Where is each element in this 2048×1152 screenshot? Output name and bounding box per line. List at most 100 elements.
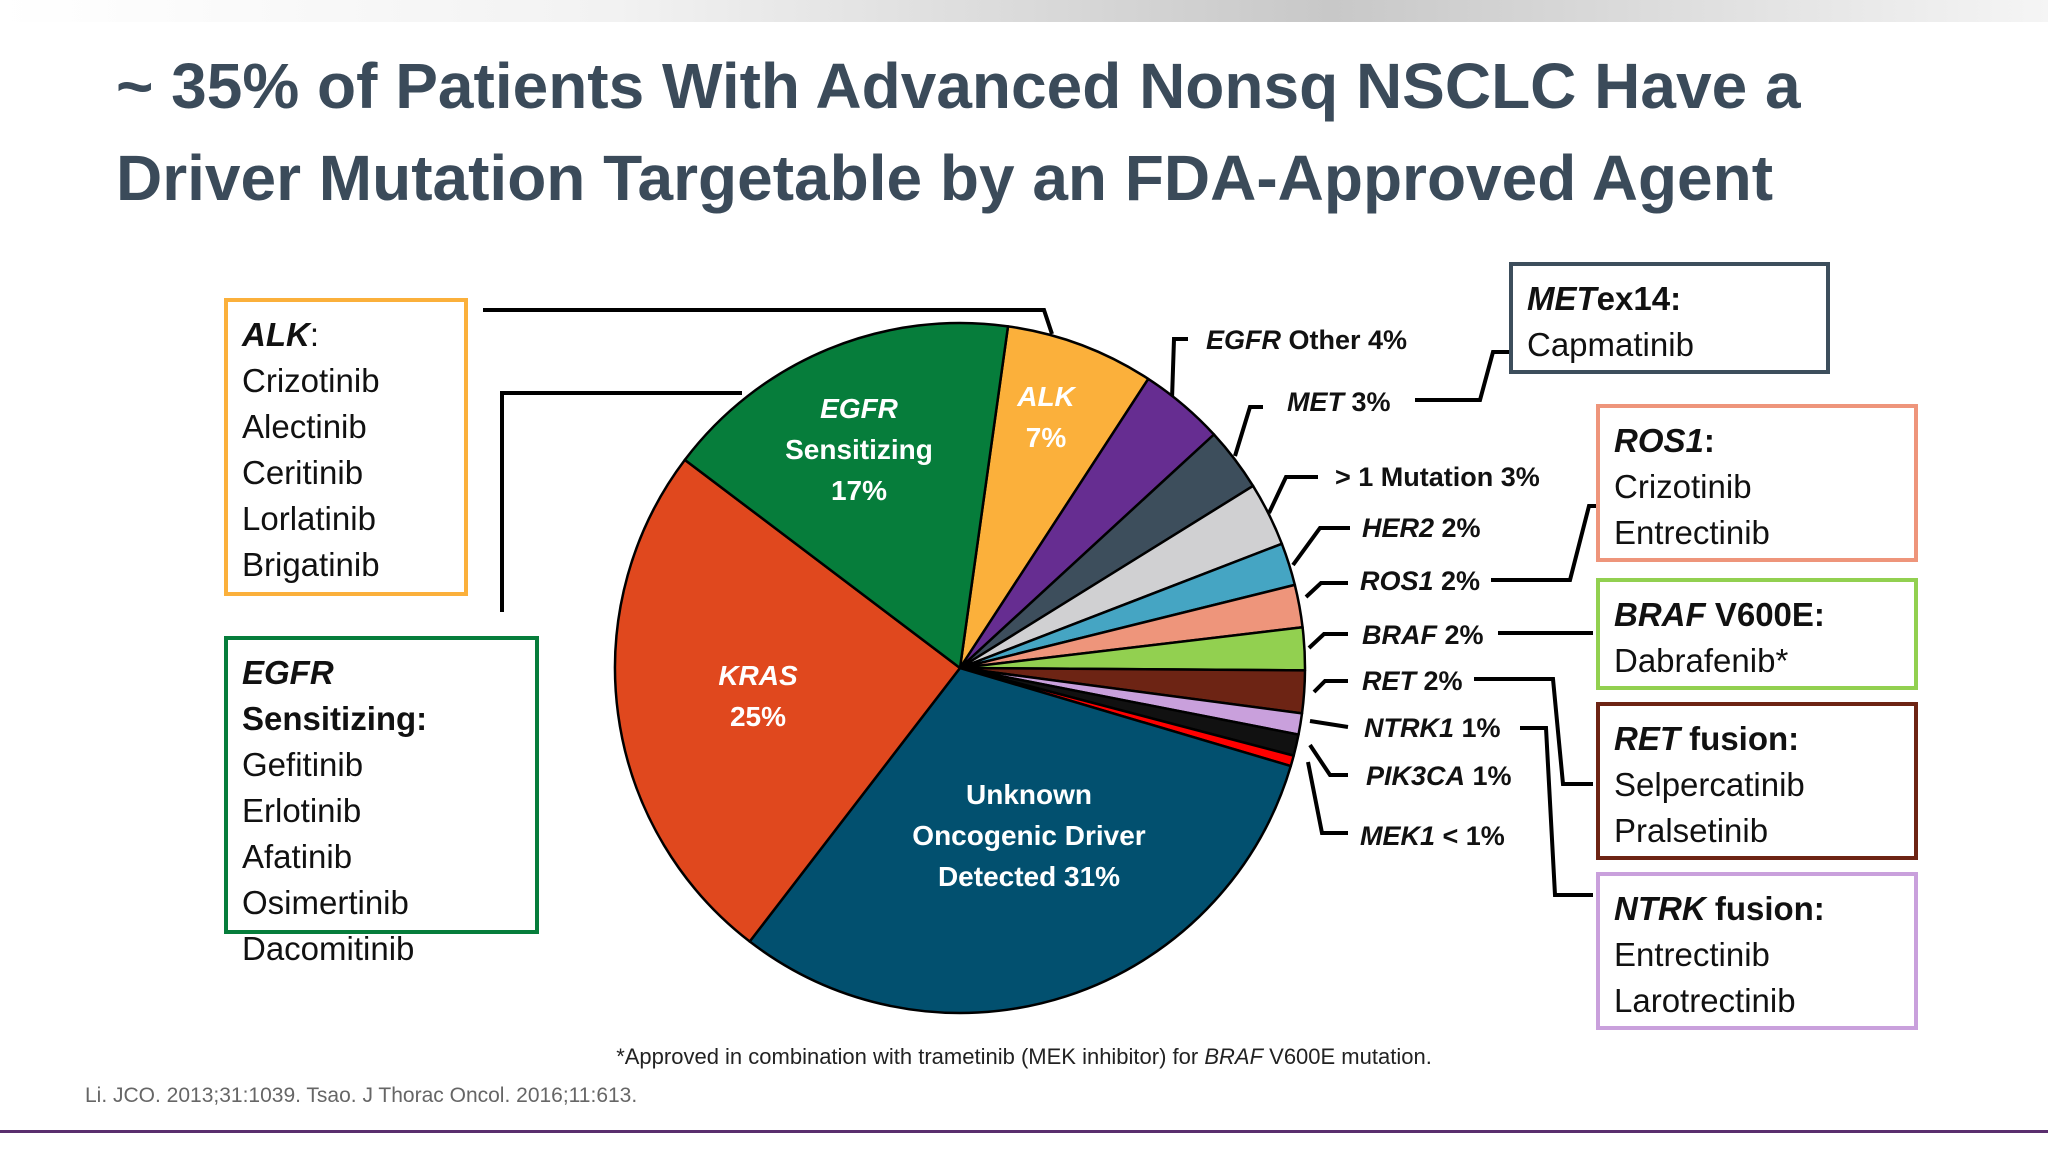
outside-label: BRAF 2%	[1362, 620, 1484, 650]
alk-drug-item: Alectinib	[242, 408, 367, 445]
outside-label-gene: NTRK1	[1364, 713, 1454, 743]
met-therapy-box: METex14: Capmatinib	[1509, 262, 1830, 374]
leader-egfr-box	[500, 391, 742, 612]
leader-her2	[1291, 526, 1350, 567]
inside-label-line: KRAS	[718, 660, 798, 691]
outside-label-gene: BRAF	[1362, 620, 1438, 650]
pie-slice-kras	[613, 458, 962, 943]
outside-label: ROS1 2%	[1360, 566, 1480, 596]
outside-label: MEK1 < 1%	[1360, 821, 1505, 851]
outside-label-gene: HER2	[1362, 513, 1434, 543]
leader-ntrk-box	[1520, 726, 1593, 897]
leader-lines	[483, 308, 1597, 897]
inside-label: KRAS 25%	[718, 660, 798, 732]
outside-label-value: 1%	[1454, 713, 1501, 743]
leader-alk-box	[483, 308, 1054, 335]
met-box-header: METex14:	[1527, 280, 1682, 317]
outside-label-value: < 1%	[1435, 821, 1505, 851]
braf-drug-list: Dabrafenib*	[1614, 638, 1900, 684]
leader-met-box	[1415, 350, 1509, 402]
leader-mek1	[1306, 761, 1348, 835]
inside-label-line: ALK	[1016, 381, 1076, 412]
slide-title: ~ 35% of Patients With Advanced Nonsq NS…	[116, 40, 2016, 224]
alk-therapy-box: ALK: Crizotinib Alectinib Ceritinib Lorlati…	[224, 298, 468, 596]
ret-drug-list: Selpercatinib Pralsetinib	[1614, 762, 1900, 854]
alk-box-header: ALK:	[242, 316, 319, 353]
alk-drug-item: Lorlatinib	[242, 500, 376, 537]
inside-label: ALK 7%	[1016, 381, 1076, 453]
ntrk-therapy-box: NTRK fusion: Entrectinib Larotrectinib	[1596, 872, 1918, 1030]
ros1-drug-item: Crizotinib	[1614, 468, 1752, 505]
outside-label-value: 2%	[1437, 620, 1484, 650]
outside-label: HER2 2%	[1362, 513, 1481, 543]
met-drug-list: Capmatinib	[1527, 322, 1812, 368]
outside-label: MET 3%	[1287, 387, 1391, 417]
outside-label-gene: > 1 Mutation 3%	[1335, 462, 1540, 492]
outside-label-gene: MET	[1287, 387, 1347, 417]
leader-pik3ca	[1308, 743, 1348, 777]
egfr-drug-item: Osimertinib	[242, 884, 409, 921]
braf-box-header: BRAF V600E:	[1614, 596, 1825, 633]
leader-ret-box	[1474, 677, 1593, 786]
ret-box-header: RET fusion:	[1614, 720, 1800, 757]
ntrk-drug-item: Entrectinib	[1614, 936, 1770, 973]
egfr-box-header: EGFR Sensitizing:	[242, 654, 428, 737]
egfr-drug-item: Afatinib	[242, 838, 353, 875]
alk-drug-item: Crizotinib	[242, 362, 380, 399]
title-line-1: ~ 35% of Patients With Advanced Nonsq NS…	[116, 50, 1801, 122]
pie-inside-labels: ALK 7% EGFR Sensitizing 17% KRAS 25% Unknown Onc…	[718, 381, 1145, 892]
title-line-2: Driver Mutation Targetable by an FDA-App…	[116, 142, 1774, 214]
bottom-accent-bar	[0, 1130, 2048, 1133]
inside-label-line: 17%	[831, 475, 887, 506]
inside-label-line: EGFR	[820, 393, 899, 424]
ros1-drug-list: Crizotinib Entrectinib	[1614, 464, 1900, 556]
ros1-box-header: ROS1:	[1614, 422, 1715, 459]
outside-label: EGFR Other 4%	[1206, 325, 1407, 355]
outside-label-gene: EGFR	[1206, 325, 1282, 355]
braf-therapy-box: BRAF V600E: Dabrafenib*	[1596, 578, 1918, 690]
outside-label-value: 3%	[1344, 387, 1391, 417]
pie-slice-egfr-sensitizing	[683, 321, 1010, 670]
footnote: *Approved in combination with trametinib…	[616, 1044, 1432, 1069]
outside-label-gene: MEK1	[1360, 821, 1435, 851]
outside-label-gene: ROS1	[1360, 566, 1434, 596]
pie-outside-labels: EGFR Other 4% MET 3% > 1 Mutation 3% HER2 2…	[1206, 325, 1540, 851]
egfr-therapy-box: EGFR Sensitizing: Gefitinib Erlotinib Afat…	[224, 636, 539, 967]
alk-drug-item: Ceritinib	[242, 454, 364, 491]
egfr-drug-item: Gefitinib	[242, 746, 364, 783]
ret-drug-item: Selpercatinib	[1614, 766, 1805, 803]
inside-label: Unknown Oncogenic Driver Detected 31%	[912, 779, 1146, 892]
leader-ros1	[1304, 581, 1348, 599]
ntrk-drug-item: Larotrectinib	[1614, 982, 1796, 1019]
inside-label-line: Unknown	[966, 779, 1092, 810]
top-gradient-bar	[0, 0, 2048, 22]
inside-label: EGFR Sensitizing 17%	[785, 393, 933, 506]
ntrk-drug-list: Entrectinib Larotrectinib	[1614, 932, 1900, 1024]
inside-label-line: Oncogenic Driver	[912, 820, 1146, 851]
outside-label-value: 2%	[1434, 566, 1481, 596]
braf-drug-item: Dabrafenib*	[1614, 642, 1789, 679]
ret-therapy-box: RET fusion: Selpercatinib Pralsetinib	[1596, 702, 1918, 860]
egfr-drug-item: Erlotinib	[242, 792, 362, 829]
pie-slices	[613, 321, 1307, 1015]
inside-label-line: Detected 31%	[938, 861, 1120, 892]
met-drug-item: Capmatinib	[1527, 326, 1694, 363]
outside-label-value: 1%	[1465, 761, 1512, 791]
inside-label-line: Sensitizing	[785, 434, 933, 465]
ros1-therapy-box: ROS1: Crizotinib Entrectinib	[1596, 404, 1918, 562]
leader-braf	[1307, 632, 1348, 650]
outside-label: RET 2%	[1362, 666, 1463, 696]
outside-label-value: 2%	[1434, 513, 1481, 543]
leader-ntrk1	[1309, 719, 1349, 729]
egfr-drug-item: Dacomitinib	[242, 930, 415, 967]
leader-more-mutation	[1267, 475, 1318, 514]
outside-label: PIK3CA 1%	[1366, 761, 1512, 791]
alk-drug-item: Brigatinib	[242, 546, 380, 583]
outside-label-value: Other 4%	[1281, 325, 1407, 355]
leader-met	[1233, 405, 1263, 457]
ret-drug-item: Pralsetinib	[1614, 812, 1769, 849]
leader-egfr-other	[1170, 337, 1188, 400]
leader-ros1-box	[1491, 504, 1597, 582]
egfr-drug-list: Gefitinib Erlotinib Afatinib Osimertinib Dac…	[242, 742, 521, 972]
